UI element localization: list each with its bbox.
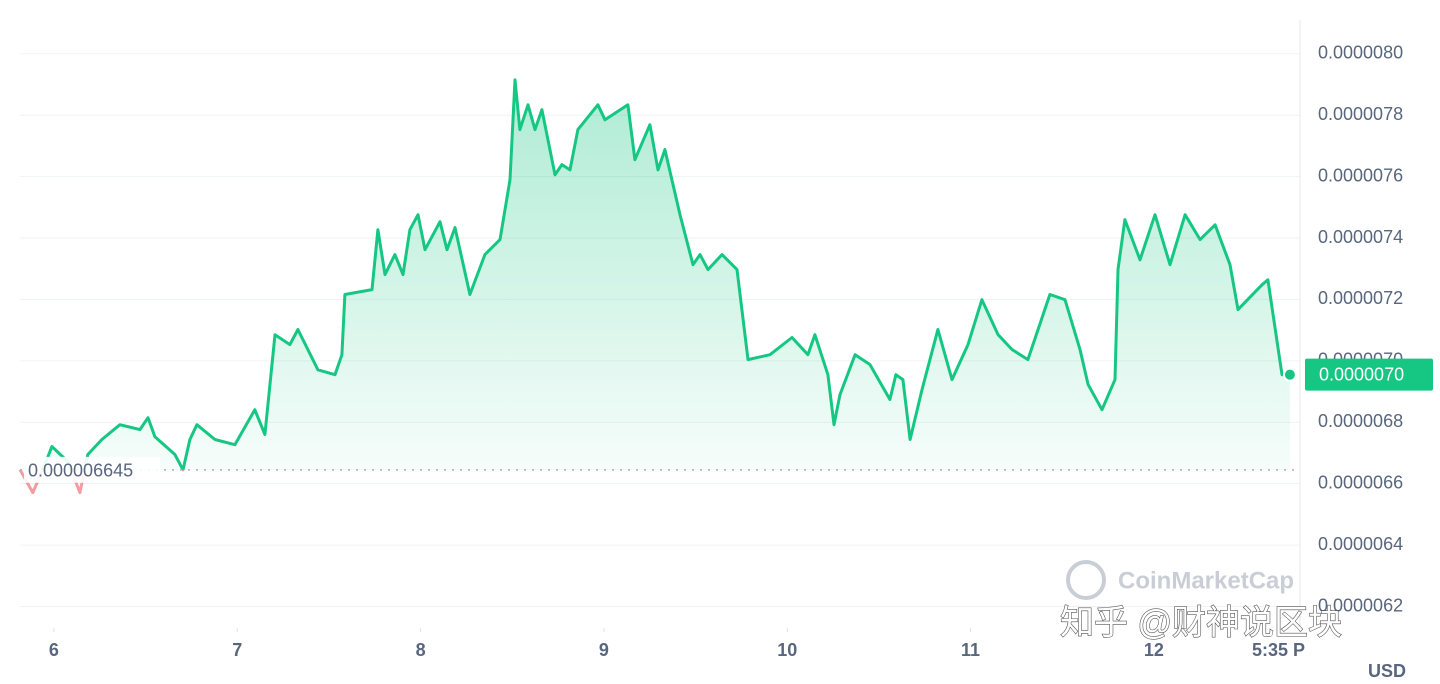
price-tag [1305, 358, 1433, 391]
x-tick-label: 7 [232, 640, 242, 660]
price-line [19, 78, 1290, 470]
y-tick-label: 0.0000066 [1318, 472, 1403, 492]
y-tick-label: 0.0000062 [1318, 595, 1403, 615]
currency-label: USD [1368, 661, 1406, 681]
watermark-logo [1066, 560, 1106, 600]
price-tag-label: 0.0000070 [1319, 364, 1404, 384]
y-tick-label: 0.0000076 [1318, 165, 1403, 185]
x-tick-label: 5:35 P [1252, 640, 1305, 660]
x-tick-label: 11 [961, 640, 980, 660]
area [20, 79, 1290, 470]
low-label-bg [24, 456, 160, 483]
watermark: CoinMarketCap [1118, 567, 1294, 594]
low-label: 0.000006645 [28, 461, 133, 481]
x-tick-label: 9 [599, 640, 609, 660]
y-tick-label: 0.0000080 [1318, 43, 1403, 63]
y-tick-label: 0.0000068 [1318, 411, 1403, 431]
watermark: 知乎 @财神说区块 [1060, 604, 1342, 642]
y-tick-label: 0.0000072 [1318, 288, 1403, 308]
y-tick-label: 0.0000074 [1318, 227, 1403, 247]
x-tick-label: 6 [49, 640, 59, 660]
y-tick-label: 0.0000064 [1318, 534, 1403, 554]
x-tick-label: 12 [1144, 640, 1164, 660]
last-point [1282, 367, 1297, 382]
x-tick-label: 8 [416, 640, 426, 660]
x-tick-label: 10 [777, 640, 797, 660]
y-tick-label: 0.0000078 [1318, 104, 1403, 124]
